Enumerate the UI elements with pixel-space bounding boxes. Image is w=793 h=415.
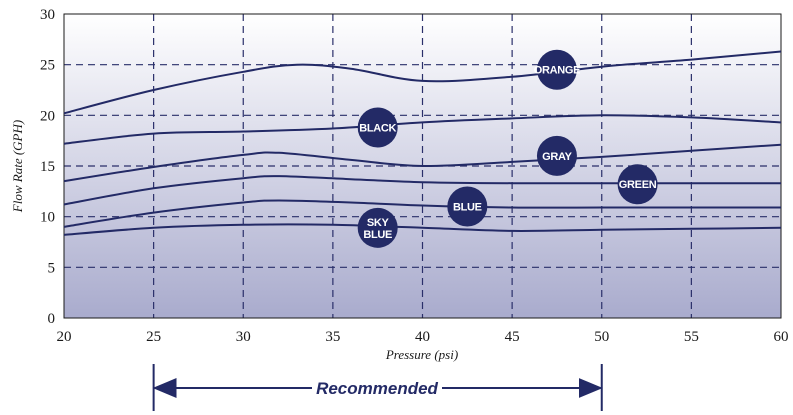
- plot-area-frame: [63, 13, 782, 319]
- series-label: BLACK: [359, 122, 396, 134]
- x-axis-label: Pressure (psi): [385, 347, 458, 362]
- x-tick-label: 60: [774, 329, 789, 345]
- series-badge-black: BLACK: [357, 107, 398, 148]
- x-tick-label: 40: [415, 329, 430, 345]
- series-badge-green: GREEN: [617, 164, 658, 205]
- y-tick-label: 0: [48, 311, 56, 327]
- badge-circle: [617, 164, 658, 205]
- x-tick-label: 30: [236, 329, 251, 345]
- series-label: ORANGE: [534, 65, 580, 77]
- x-tick-label: 55: [684, 329, 699, 345]
- badge-circle: [536, 135, 577, 176]
- y-tick-label: 10: [40, 210, 55, 226]
- recommended-label: Recommended: [316, 379, 438, 398]
- y-tick-label: 25: [40, 58, 55, 74]
- series-badge-sky-blue: SKY BLUE: [357, 207, 398, 248]
- series-label-badges: ORANGE BLACK GRAY GREEN BLUE SKY BLUE: [357, 49, 658, 248]
- y-tick-label: 15: [40, 159, 55, 175]
- series-label: SKY BLUE: [363, 217, 392, 241]
- y-axis-label: Flow Rate (GPH): [10, 120, 25, 213]
- series-badge-blue: BLUE: [447, 186, 488, 227]
- x-tick-label: 50: [594, 329, 609, 345]
- x-tick-label: 20: [57, 329, 72, 345]
- recommended-range: Recommended: [152, 364, 603, 411]
- series-badge-orange: ORANGE: [534, 49, 580, 90]
- x-tick-label: 25: [146, 329, 161, 345]
- x-axis-ticks: 20 25 30 35 40 45 50 55 60: [57, 329, 789, 345]
- badge-circle: [536, 49, 577, 90]
- x-tick-label: 35: [325, 329, 340, 345]
- gridlines: [64, 14, 781, 318]
- series-badge-gray: GRAY: [536, 135, 577, 176]
- y-tick-label: 5: [48, 260, 56, 276]
- badge-circle: [357, 207, 398, 248]
- y-axis-ticks: 0 5 10 15 20 25 30: [40, 7, 55, 327]
- series-line-black: [63, 114, 782, 145]
- badge-circle: [447, 186, 488, 227]
- series-label: BLUE: [453, 202, 482, 214]
- series-label: GRAY: [542, 151, 573, 163]
- badge-circle: [357, 107, 398, 148]
- y-tick-label: 20: [40, 108, 55, 124]
- x-tick-label: 45: [505, 329, 520, 345]
- series-line-orange: [63, 50, 782, 115]
- series-line-blue: [63, 199, 781, 228]
- y-tick-label: 30: [40, 7, 55, 23]
- series-line-sky-blue: [63, 223, 782, 236]
- series-label: GREEN: [619, 179, 657, 191]
- series-line-gray: [63, 143, 782, 183]
